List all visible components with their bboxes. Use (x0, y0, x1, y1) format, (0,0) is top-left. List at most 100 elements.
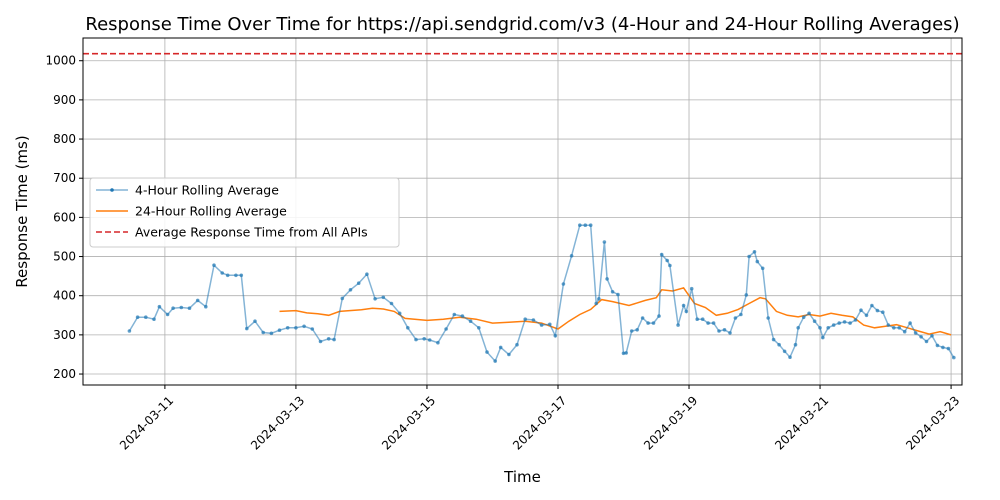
series-4-hour-point (165, 312, 170, 317)
legend-label: 4-Hour Rolling Average (135, 183, 279, 198)
series-4-hour-point (788, 355, 792, 360)
series-4-hour-point (212, 263, 216, 268)
x-axis-title: Time (503, 468, 541, 486)
series-4-hour-point (616, 292, 620, 297)
series-4-hour-point (269, 331, 274, 336)
series-4-hour-point (523, 317, 527, 322)
series-4-hour-point (144, 315, 148, 320)
series-4-hour-point (668, 263, 672, 268)
series-4-hour-point (711, 321, 716, 325)
series-4-hour-point (897, 326, 901, 330)
series-4-hour-point (864, 313, 869, 318)
y-axis-title: Response Time (ms) (13, 135, 31, 287)
series-4-hour-point (665, 258, 669, 263)
series-4-hour-point (744, 293, 749, 297)
series-4-hour-point (204, 304, 208, 309)
series-4-hour-point (807, 311, 811, 316)
series-4-hour-point (919, 335, 923, 339)
series-4-hour-point (239, 273, 244, 278)
chart-title: Response Time Over Time for https://api.… (85, 14, 959, 35)
series-4-hour-point (436, 340, 440, 345)
series-4-hour-point (152, 317, 156, 322)
series-4-hour-point (801, 315, 806, 320)
series-4-hour-point (629, 329, 634, 333)
legend-label: Average Response Time from All APIs (135, 225, 368, 240)
y-tick-label: 500 (53, 250, 76, 264)
series-4-hour-point (777, 342, 781, 347)
series-4-hour-point (187, 306, 192, 311)
y-tick-label: 600 (53, 210, 76, 224)
series-4-hour-point (561, 282, 566, 286)
series-4-hour-point (365, 272, 369, 277)
series-4-hour-point (302, 324, 306, 329)
series-4-hour-point (771, 337, 776, 342)
series-4-hour-point (597, 297, 601, 301)
series-4-hour-point (796, 326, 800, 330)
series-4-hour-point (531, 318, 536, 322)
series-4-hour-point (318, 339, 323, 344)
series-4-hour-point (766, 316, 770, 320)
series-4-hour-point (657, 314, 661, 318)
series-4-hour-point (924, 339, 929, 344)
series-4-hour-point (695, 317, 699, 322)
series-4-hour-point (225, 273, 230, 278)
series-4-hour-point (277, 328, 282, 333)
series-4-hour-point (135, 315, 140, 320)
series-4-hour-point (179, 305, 184, 310)
series-4-hour-point (640, 316, 645, 320)
series-4-hour-point (245, 326, 249, 331)
series-4-hour-point (952, 355, 956, 360)
plot-frame (82, 37, 963, 386)
series-4-hour-point (752, 250, 757, 254)
y-tick-label: 800 (53, 132, 76, 146)
series-4-hour-point (624, 351, 628, 355)
series-4-hour-point (635, 328, 639, 332)
series-4-hour-point (414, 337, 418, 342)
series-4-hour-point (583, 223, 588, 227)
series-4-hour-point (171, 306, 175, 311)
series-4-hour-point (602, 240, 607, 244)
series-4-hour-point (886, 323, 891, 327)
series-4-hour-point (818, 326, 822, 330)
series-4-hour-point (913, 331, 918, 335)
y-tick-label: 1000 (45, 54, 76, 68)
series-4-hour-point (881, 310, 885, 315)
series-4-hour-point (747, 254, 751, 259)
series-4-hour-point (760, 266, 765, 271)
y-tick-label: 300 (53, 328, 76, 342)
series-4-hour-point (892, 326, 896, 330)
series-4-hour-point (859, 308, 863, 313)
legend-box (89, 177, 400, 248)
series-4-hour-point (253, 319, 257, 324)
series-4-hour-point (406, 326, 410, 330)
series-4-hour-point (826, 326, 830, 330)
legend-marker-4-hour (110, 188, 114, 192)
series-4-hour-point (700, 317, 705, 322)
series-4-hour-point (821, 335, 825, 340)
series-4-hour-point (493, 359, 498, 363)
series-4-hour-point (594, 301, 598, 306)
series-4-hour-point (389, 301, 394, 306)
series-4-hour-point (460, 314, 465, 318)
plot-area (83, 52, 962, 363)
series-4-hour-point (569, 254, 574, 258)
series-4-hour-point (485, 350, 489, 354)
series-4-hour-point (397, 311, 402, 316)
series-4-hour-point (507, 352, 511, 357)
series-4-hour-point (659, 252, 664, 257)
series-4-hour-point (195, 298, 200, 303)
series-4-hour-point (621, 351, 626, 356)
series-4-hour-point (717, 329, 721, 333)
series-4-hour-point (348, 288, 353, 292)
series-4-hour-point (310, 327, 315, 331)
series-4-hour-point (935, 343, 940, 348)
series-4-hour-point (515, 342, 519, 347)
series-4-hour-point (755, 259, 760, 264)
series-4-hour-point (610, 290, 615, 294)
series-4-hour-point (689, 286, 694, 291)
series-4-hour-point (588, 223, 593, 227)
series-4-hour-point (837, 321, 841, 325)
series-4-hour-point (220, 271, 224, 275)
